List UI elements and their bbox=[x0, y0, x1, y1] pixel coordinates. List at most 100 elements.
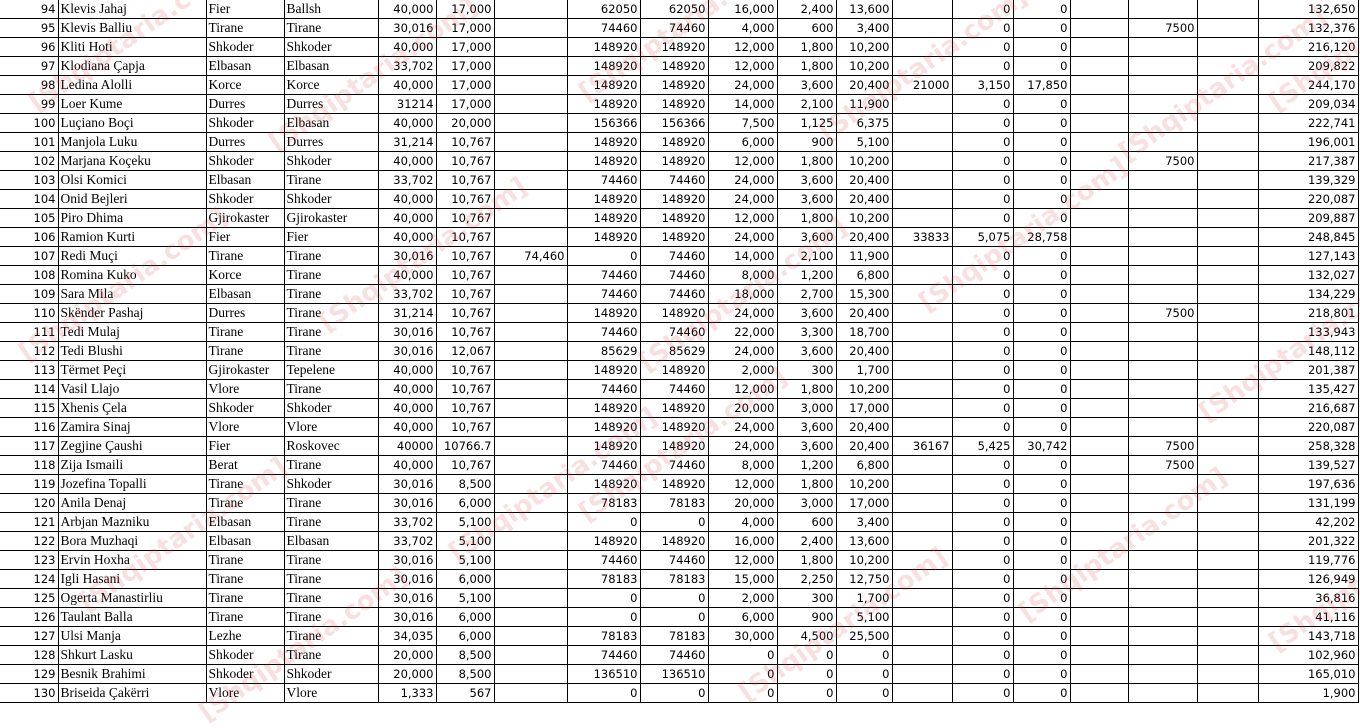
cell-value-5[interactable]: 0 bbox=[639, 683, 709, 703]
cell-total[interactable]: 201,387 bbox=[1257, 360, 1359, 380]
cell-value-14[interactable] bbox=[1196, 208, 1259, 228]
cell-value-1[interactable]: 31,214 bbox=[377, 132, 437, 152]
cell-value-3[interactable] bbox=[493, 531, 568, 551]
cell-name[interactable]: Olsi Komici bbox=[57, 170, 207, 190]
cell-value-3[interactable] bbox=[493, 341, 568, 361]
cell-value-1[interactable]: 33,702 bbox=[377, 531, 437, 551]
cell-value-2[interactable]: 10,767 bbox=[435, 284, 495, 304]
cell-row-number[interactable]: 129 bbox=[0, 664, 59, 684]
cell-value-13[interactable] bbox=[1127, 645, 1198, 665]
cell-value-14[interactable] bbox=[1196, 18, 1259, 38]
cell-value-13[interactable] bbox=[1127, 474, 1198, 494]
cell-value-14[interactable] bbox=[1196, 436, 1259, 456]
cell-value-5[interactable]: 0 bbox=[639, 588, 709, 608]
cell-value-8[interactable]: 6,800 bbox=[835, 455, 893, 475]
cell-row-number[interactable]: 128 bbox=[0, 645, 59, 665]
cell-value-5[interactable]: 148920 bbox=[639, 436, 709, 456]
cell-name[interactable]: Bora Muzhaqi bbox=[57, 531, 207, 551]
cell-value-4[interactable]: 0 bbox=[566, 512, 641, 532]
cell-value-7[interactable]: 300 bbox=[776, 588, 837, 608]
cell-row-number[interactable]: 96 bbox=[0, 37, 59, 57]
cell-value-4[interactable]: 148920 bbox=[566, 474, 641, 494]
cell-city-origin[interactable]: Fier bbox=[205, 227, 285, 247]
cell-city-work[interactable]: Vlore bbox=[283, 417, 379, 437]
cell-value-11[interactable]: 0 bbox=[1012, 379, 1071, 399]
cell-value-8[interactable]: 10,200 bbox=[835, 151, 893, 171]
cell-city-work[interactable]: Roskovec bbox=[283, 436, 379, 456]
cell-value-8[interactable]: 3,400 bbox=[835, 18, 893, 38]
cell-value-9[interactable] bbox=[891, 455, 953, 475]
cell-value-1[interactable]: 20,000 bbox=[377, 664, 437, 684]
cell-value-9[interactable] bbox=[891, 18, 953, 38]
cell-city-work[interactable]: Tirane bbox=[283, 246, 379, 266]
cell-row-number[interactable]: 115 bbox=[0, 398, 59, 418]
cell-value-8[interactable]: 13,600 bbox=[835, 0, 893, 19]
cell-value-11[interactable]: 0 bbox=[1012, 683, 1071, 703]
cell-value-1[interactable]: 30,016 bbox=[377, 18, 437, 38]
cell-value-5[interactable]: 74460 bbox=[639, 645, 709, 665]
cell-name[interactable]: Romina Kuko bbox=[57, 265, 207, 285]
cell-city-origin[interactable]: Fier bbox=[205, 436, 285, 456]
cell-value-12[interactable] bbox=[1069, 0, 1129, 19]
cell-value-10[interactable]: 5,075 bbox=[951, 227, 1014, 247]
cell-value-10[interactable]: 0 bbox=[951, 322, 1014, 342]
cell-value-9[interactable] bbox=[891, 56, 953, 76]
cell-value-6[interactable]: 15,000 bbox=[707, 569, 778, 589]
cell-total[interactable]: 41,116 bbox=[1257, 607, 1359, 627]
cell-value-4[interactable]: 148920 bbox=[566, 132, 641, 152]
cell-value-9[interactable] bbox=[891, 132, 953, 152]
cell-value-7[interactable]: 1,200 bbox=[776, 265, 837, 285]
cell-value-2[interactable]: 8,500 bbox=[435, 664, 495, 684]
cell-value-9[interactable] bbox=[891, 664, 953, 684]
cell-value-12[interactable] bbox=[1069, 645, 1129, 665]
cell-value-7[interactable]: 900 bbox=[776, 132, 837, 152]
cell-value-4[interactable]: 156366 bbox=[566, 113, 641, 133]
cell-row-number[interactable]: 94 bbox=[0, 0, 59, 19]
cell-value-11[interactable]: 0 bbox=[1012, 569, 1071, 589]
cell-value-11[interactable]: 0 bbox=[1012, 265, 1071, 285]
cell-city-work[interactable]: Tirane bbox=[283, 550, 379, 570]
cell-row-number[interactable]: 111 bbox=[0, 322, 59, 342]
cell-value-6[interactable]: 16,000 bbox=[707, 531, 778, 551]
cell-total[interactable]: 209,034 bbox=[1257, 94, 1359, 114]
cell-value-7[interactable]: 1,800 bbox=[776, 56, 837, 76]
cell-row-number[interactable]: 110 bbox=[0, 303, 59, 323]
cell-value-4[interactable]: 148920 bbox=[566, 417, 641, 437]
cell-value-13[interactable] bbox=[1127, 588, 1198, 608]
cell-name[interactable]: Skënder Pashaj bbox=[57, 303, 207, 323]
cell-value-1[interactable]: 40,000 bbox=[377, 455, 437, 475]
cell-value-12[interactable] bbox=[1069, 284, 1129, 304]
cell-value-9[interactable] bbox=[891, 0, 953, 19]
cell-value-5[interactable]: 148920 bbox=[639, 398, 709, 418]
cell-value-13[interactable] bbox=[1127, 208, 1198, 228]
cell-value-8[interactable]: 18,700 bbox=[835, 322, 893, 342]
cell-value-4[interactable]: 74460 bbox=[566, 550, 641, 570]
cell-value-4[interactable]: 148920 bbox=[566, 189, 641, 209]
cell-city-origin[interactable]: Shkoder bbox=[205, 113, 285, 133]
cell-name[interactable]: Arbjan Mazniku bbox=[57, 512, 207, 532]
cell-value-1[interactable]: 30,016 bbox=[377, 322, 437, 342]
cell-value-2[interactable]: 12,067 bbox=[435, 341, 495, 361]
cell-value-8[interactable]: 13,600 bbox=[835, 531, 893, 551]
cell-value-1[interactable]: 33,702 bbox=[377, 170, 437, 190]
cell-value-5[interactable]: 148920 bbox=[639, 303, 709, 323]
cell-city-origin[interactable]: Tirane bbox=[205, 341, 285, 361]
cell-total[interactable]: 135,427 bbox=[1257, 379, 1359, 399]
cell-value-2[interactable]: 10,767 bbox=[435, 189, 495, 209]
cell-city-origin[interactable]: Korce bbox=[205, 75, 285, 95]
cell-total[interactable]: 127,143 bbox=[1257, 246, 1359, 266]
cell-city-work[interactable]: Durres bbox=[283, 94, 379, 114]
cell-city-work[interactable]: Korce bbox=[283, 75, 379, 95]
cell-value-2[interactable]: 6,000 bbox=[435, 493, 495, 513]
cell-row-number[interactable]: 105 bbox=[0, 208, 59, 228]
cell-value-11[interactable]: 0 bbox=[1012, 189, 1071, 209]
cell-value-14[interactable] bbox=[1196, 37, 1259, 57]
cell-city-origin[interactable]: Fier bbox=[205, 0, 285, 19]
cell-value-10[interactable]: 0 bbox=[951, 94, 1014, 114]
cell-value-3[interactable] bbox=[493, 683, 568, 703]
cell-value-11[interactable]: 0 bbox=[1012, 303, 1071, 323]
cell-value-7[interactable]: 3,600 bbox=[776, 341, 837, 361]
cell-value-14[interactable] bbox=[1196, 189, 1259, 209]
cell-value-14[interactable] bbox=[1196, 360, 1259, 380]
cell-row-number[interactable]: 125 bbox=[0, 588, 59, 608]
